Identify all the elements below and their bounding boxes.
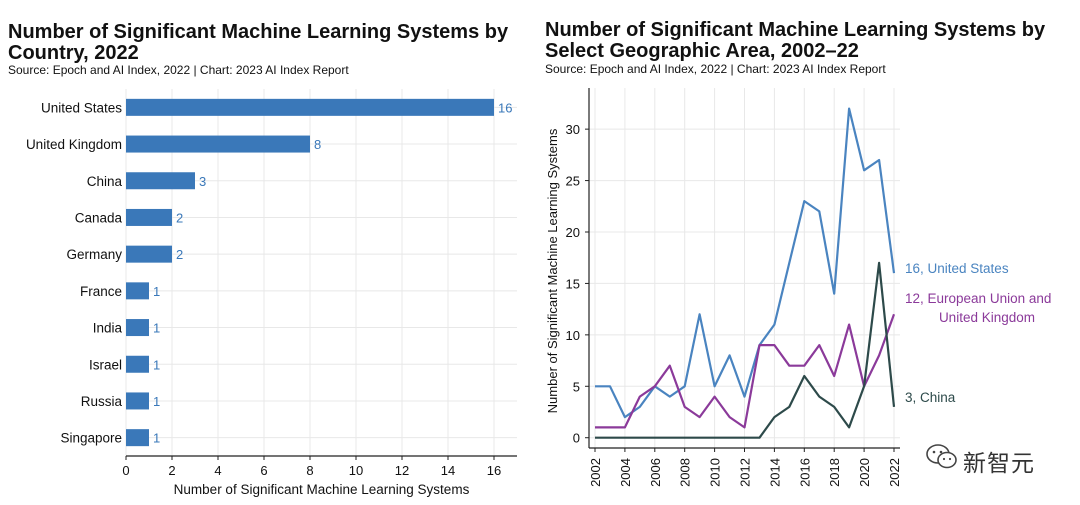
line-chart-panel: Number of Significant Machine Learning S… — [535, 0, 1080, 505]
y-tick-label: 10 — [566, 328, 580, 343]
y-tick-label: United Kingdom — [26, 137, 122, 152]
y-tick-label: China — [87, 174, 123, 189]
x-tick-label: 2 — [168, 463, 175, 478]
bar-data-label: 1 — [153, 321, 160, 336]
bar-chart-title: Number of Significant Machine Learning S… — [8, 22, 508, 64]
x-tick-label: 2012 — [738, 458, 753, 487]
bar-chart-panel: Number of Significant Machine Learning S… — [0, 0, 530, 505]
x-tick-label: 2018 — [827, 458, 842, 487]
x-tick-label: 2020 — [857, 458, 872, 487]
bar-data-label: 3 — [199, 174, 206, 189]
bar-chart-source: Source: Epoch and AI Index, 2022 | Chart… — [8, 63, 349, 77]
x-tick-label: 12 — [395, 463, 409, 478]
y-tick-label: 0 — [573, 431, 580, 446]
y-tick-label: Germany — [66, 247, 122, 262]
bar-data-label: 2 — [176, 247, 183, 262]
bar-data-label: 1 — [153, 394, 160, 409]
y-axis-title: Number of Significant Machine Learning S… — [545, 128, 560, 413]
x-tick-label: 2010 — [708, 458, 723, 487]
y-tick-label: Israel — [89, 357, 122, 372]
wechat-icon — [926, 444, 957, 469]
y-tick-label: 25 — [566, 174, 580, 189]
x-tick-label: 2008 — [678, 458, 693, 487]
y-tick-label: 5 — [573, 379, 580, 394]
eu-uk-series-line — [595, 313, 896, 429]
eu-uk-end-label-line2: United Kingdom — [939, 310, 1035, 325]
bar-data-label: 2 — [176, 210, 183, 225]
line-chart-title-line2: Select Geographic Area, 2002–22 — [545, 40, 859, 62]
x-tick-label: 6 — [260, 463, 267, 478]
us-end-label: 16, United States — [905, 261, 1009, 276]
y-tick-label: 30 — [566, 122, 580, 137]
x-axis-title: Number of Significant Machine Learning S… — [174, 482, 470, 497]
line-chart: 0 5 10 15 20 25 30 2002 2004 2006 2008 2010 2012 2014… — [545, 88, 1051, 487]
x-tick-label: 2016 — [797, 458, 812, 487]
line-chart-title: Number of Significant Machine Learning S… — [545, 20, 1045, 62]
y-tick-label: India — [93, 321, 123, 336]
bar-chart-title-line1: Number of Significant Machine Learning S… — [8, 21, 509, 43]
china-end-label: 3, China — [905, 390, 956, 405]
bar — [126, 208, 172, 226]
bar — [126, 355, 149, 373]
y-tick-label: 15 — [566, 276, 580, 291]
watermark-text: 新智元 — [963, 451, 1035, 477]
x-tick-label: 2002 — [588, 458, 603, 487]
line-chart-source: Source: Epoch and AI Index, 2022 | Chart… — [545, 62, 886, 76]
bar-data-label: 16 — [498, 100, 512, 115]
eu-uk-end-label-line1: 12, European Union and — [905, 291, 1051, 306]
line-chart-title-line1: Number of Significant Machine Learning S… — [545, 19, 1046, 41]
y-tick-label: United States — [41, 100, 122, 115]
bar — [126, 172, 195, 190]
bar-data-label: 8 — [314, 137, 321, 152]
bar — [126, 98, 494, 116]
x-tick-label: 14 — [441, 463, 455, 478]
bar — [126, 429, 149, 447]
x-tick-label: 2014 — [767, 458, 782, 487]
x-tick-label: 2022 — [887, 458, 902, 487]
bar-data-label: 1 — [153, 357, 160, 372]
x-tick-label: 2004 — [618, 458, 633, 487]
x-tick-label: 0 — [122, 463, 129, 478]
bar — [126, 319, 149, 337]
y-tick-label: Russia — [81, 394, 123, 409]
us-series-line — [595, 107, 896, 419]
x-tick-label: 8 — [306, 463, 313, 478]
bar-data-label: 1 — [153, 431, 160, 446]
watermark: 新智元 — [925, 442, 1055, 477]
x-tick-label: 2006 — [648, 458, 663, 487]
bar-data-label: 1 — [153, 284, 160, 299]
x-tick-label: 4 — [214, 463, 221, 478]
x-tick-label: 10 — [349, 463, 363, 478]
bar — [126, 245, 172, 263]
bar-chart-title-line2: Country, 2022 — [8, 42, 139, 64]
y-tick-label: France — [80, 284, 122, 299]
y-tick-label: Singapore — [60, 431, 122, 446]
bar — [126, 282, 149, 300]
y-tick-label: Canada — [75, 210, 123, 225]
china-series-line — [595, 261, 896, 439]
x-tick-label: 16 — [487, 463, 501, 478]
bar — [126, 392, 149, 410]
bar — [126, 135, 310, 153]
y-tick-label: 20 — [566, 225, 580, 240]
